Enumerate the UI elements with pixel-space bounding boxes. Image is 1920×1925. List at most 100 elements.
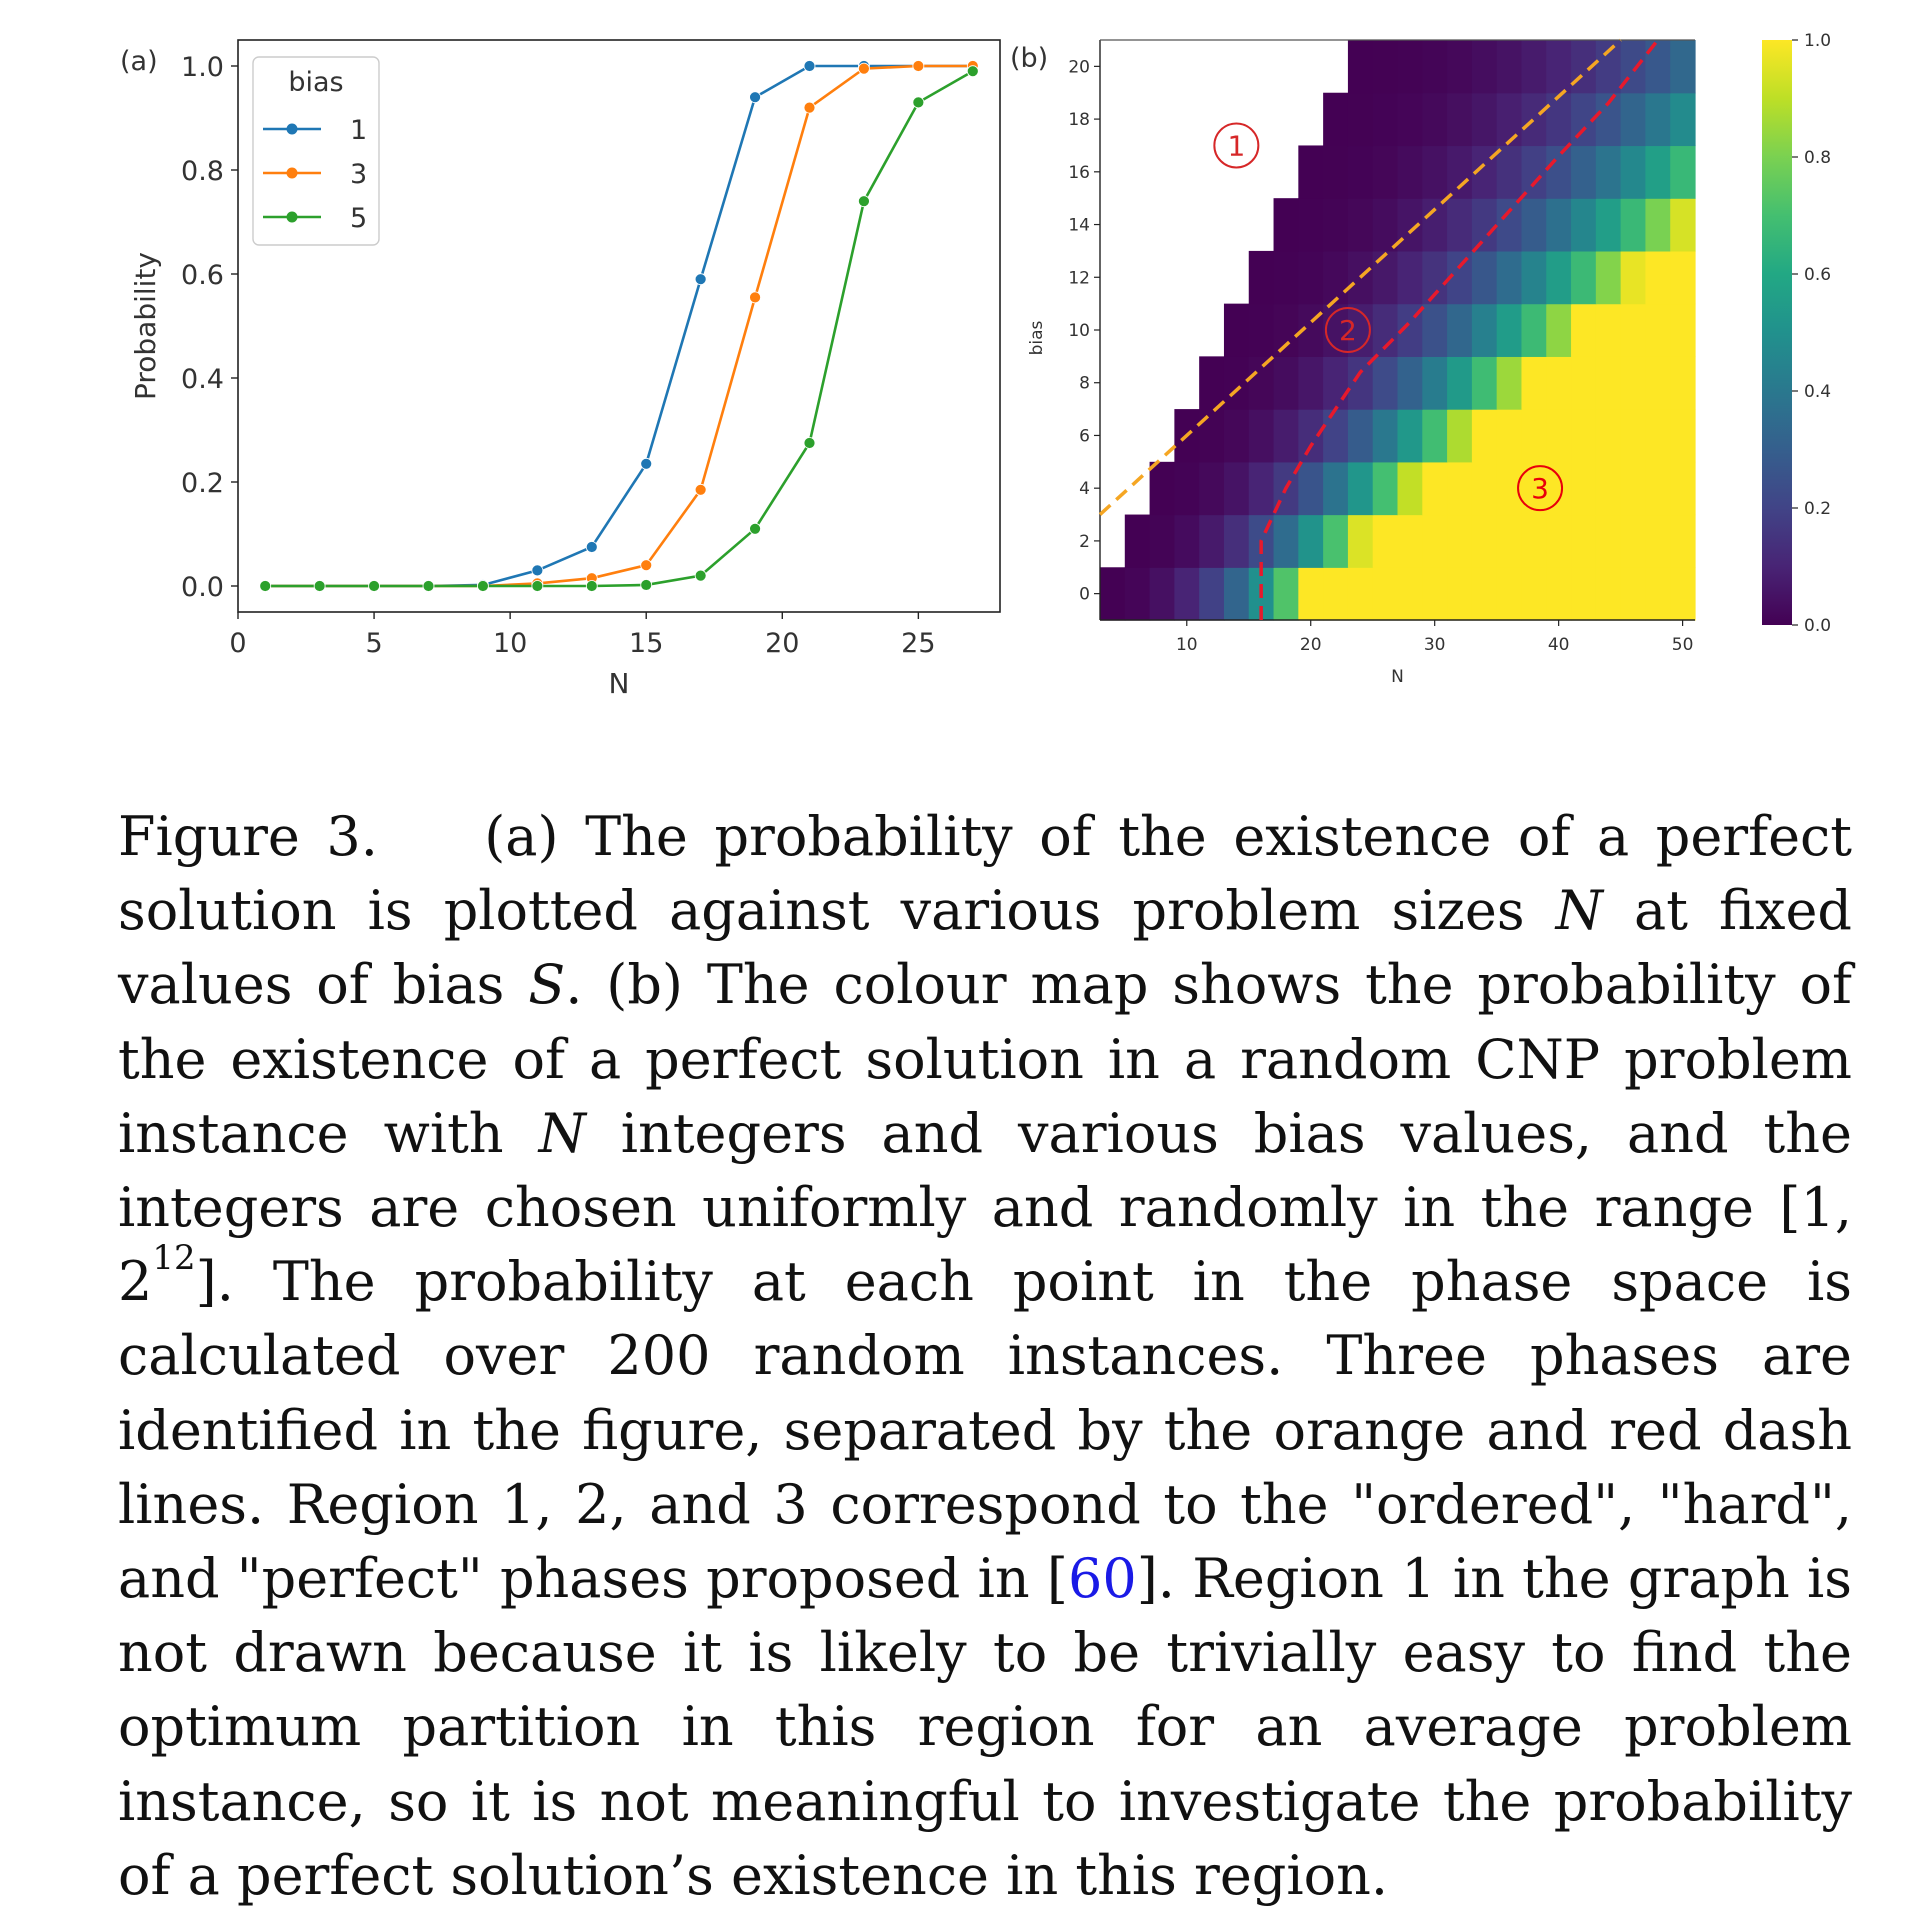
heatmap-cell xyxy=(1323,145,1349,199)
heatmap-cell xyxy=(1223,461,1250,516)
heatmap-cell xyxy=(1521,250,1547,305)
heatmap-cell xyxy=(1546,145,1572,199)
heatmap-cell xyxy=(1248,303,1275,357)
y-tick-label-b: 20 xyxy=(1068,57,1090,77)
heatmap-cell xyxy=(1372,409,1399,463)
heatmap-cell xyxy=(1496,92,1523,147)
x-tick-label-a: 20 xyxy=(765,628,799,659)
data-point-bias-3 xyxy=(694,483,707,496)
colorbar-tick-label: 0.0 xyxy=(1804,616,1831,636)
heatmap-cell xyxy=(1571,514,1597,568)
heatmap-cell xyxy=(1298,409,1324,463)
data-point-bias-5 xyxy=(640,579,653,591)
data-point-bias-5 xyxy=(368,580,380,592)
y-tick-label-b: 2 xyxy=(1079,532,1090,552)
heatmap-cell xyxy=(1422,40,1448,94)
heatmap-cell xyxy=(1447,303,1473,357)
heatmap-cell xyxy=(1223,567,1250,621)
heatmap-cell xyxy=(1248,461,1275,516)
heatmap-cell xyxy=(1595,250,1622,305)
heatmap-cell xyxy=(1223,514,1250,568)
heatmap-cell xyxy=(1174,461,1200,516)
heatmap-cell xyxy=(1422,145,1448,199)
heatmap-cell xyxy=(1521,567,1547,621)
heatmap-cell xyxy=(1546,461,1572,516)
heatmap-cell xyxy=(1670,409,1696,463)
heatmap-cell xyxy=(1447,92,1473,147)
data-point-bias-1 xyxy=(585,541,598,553)
heatmap-cell xyxy=(1595,303,1622,357)
heatmap-cell xyxy=(1149,567,1175,621)
heatmap-cell xyxy=(1620,514,1647,568)
heatmap-cell xyxy=(1323,92,1349,147)
heatmap-cell xyxy=(1546,92,1572,147)
heatmap-cell xyxy=(1199,567,1225,621)
heatmap-cell xyxy=(1571,198,1597,252)
heatmap-cell xyxy=(1422,303,1448,357)
heatmap-cell xyxy=(1347,198,1374,252)
legend-marker-bias-5 xyxy=(286,211,298,223)
heatmap-cell xyxy=(1645,250,1671,305)
heatmap-cell xyxy=(1471,250,1498,305)
heatmap-cell xyxy=(1471,356,1498,410)
heatmap-cell xyxy=(1323,250,1349,305)
heatmap-cell xyxy=(1372,40,1399,94)
heatmap-cell xyxy=(1273,356,1299,410)
heatmap-cell xyxy=(1620,461,1647,516)
heatmap-panel-b: 10 20 30 40 5002468101214161820Nbias(b)1230.… xyxy=(1010,31,1831,687)
heatmap-cell xyxy=(1571,303,1597,357)
panel-label-b: (b) xyxy=(1010,43,1048,74)
data-point-bias-5 xyxy=(477,580,489,592)
heatmap-cell xyxy=(1347,514,1374,568)
heatmap-cell xyxy=(1571,409,1597,463)
data-point-bias-5 xyxy=(259,580,272,592)
heatmap-cell xyxy=(1645,303,1671,357)
heatmap-cell xyxy=(1248,409,1275,463)
heatmap-cell xyxy=(1496,145,1523,199)
heatmap-cell xyxy=(1248,356,1275,410)
heatmap-cell xyxy=(1248,250,1275,305)
heatmap-cell xyxy=(1323,567,1349,621)
heatmap-cell xyxy=(1546,40,1572,94)
data-point-bias-3 xyxy=(858,62,870,75)
x-tick-label-b: 30 xyxy=(1424,635,1446,655)
heatmap-cell xyxy=(1521,514,1547,568)
heatmap-cell xyxy=(1397,145,1423,199)
heatmap-cell xyxy=(1595,461,1622,516)
heatmap-cell xyxy=(1397,92,1423,147)
heatmap-cell xyxy=(1447,356,1473,410)
colorbar xyxy=(1762,40,1792,625)
heatmap-cell xyxy=(1521,40,1547,94)
heatmap-cell xyxy=(1397,250,1423,305)
heatmap-cell xyxy=(1620,250,1647,305)
line-chart-panel-a: 0 5 10 15 20 250.00.20.40.60.81.0NProbability… xyxy=(120,39,1001,700)
heatmap-cell xyxy=(1100,567,1126,621)
heatmap-cell xyxy=(1447,567,1473,621)
heatmap-cell xyxy=(1670,198,1696,252)
heatmap-cell xyxy=(1645,461,1671,516)
heatmap-cell xyxy=(1397,461,1423,516)
heatmap-cell xyxy=(1571,356,1597,410)
y-tick-label-b: 0 xyxy=(1079,585,1090,605)
heatmap-cell xyxy=(1298,198,1324,252)
region-marker-1 xyxy=(1213,122,1260,169)
heatmap-cell xyxy=(1620,409,1647,463)
heatmap-cell xyxy=(1372,461,1399,516)
heatmap-cell xyxy=(1521,145,1547,199)
y-tick-label-b: 8 xyxy=(1079,374,1090,394)
x-tick-label-a: 15 xyxy=(629,628,663,659)
heatmap-cell xyxy=(1447,145,1473,199)
data-point-bias-1 xyxy=(803,60,816,72)
heatmap-cell xyxy=(1298,461,1324,516)
heatmap-cell xyxy=(1645,567,1671,621)
heatmap-cell xyxy=(1670,40,1696,94)
heatmap-cell xyxy=(1670,461,1696,516)
heatmap-cell xyxy=(1447,514,1473,568)
heatmap-cell xyxy=(1595,356,1622,410)
data-point-bias-5 xyxy=(313,580,326,592)
heatmap-cell xyxy=(1471,303,1498,357)
heatmap-cell xyxy=(1546,567,1572,621)
citation-link[interactable]: 60 xyxy=(1068,1547,1137,1611)
heatmap-cell xyxy=(1298,250,1324,305)
x-tick-label-a: 5 xyxy=(365,628,382,659)
